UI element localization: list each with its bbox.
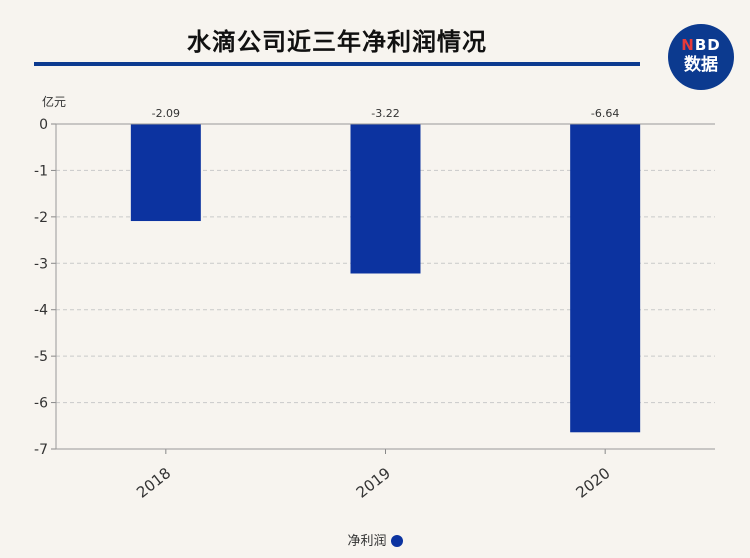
chart-title: 水滴公司近三年净利润情况: [187, 28, 487, 56]
y-tick-label: -4: [34, 303, 48, 319]
y-tick-label: -2: [34, 210, 48, 226]
x-tick-label: 2020: [572, 464, 613, 502]
y-tick-label: -3: [34, 256, 48, 272]
y-tick-label: -6: [34, 396, 48, 412]
bar-2019: [350, 124, 421, 274]
x-tick-label: 2019: [353, 464, 394, 502]
legend-label: 净利润: [347, 534, 387, 549]
y-tick-label: -7: [34, 442, 48, 458]
logo-line2: 数据: [684, 55, 718, 75]
nbd-logo: NBD 数据: [668, 24, 734, 90]
title-underline: [34, 62, 640, 66]
labels: 0 -1 -2 -3 -4 -5 -6 -7 亿元 -2.09 2018 -3.22 2019 -6.64…: [34, 94, 619, 502]
y-axis-unit: 亿元: [42, 94, 66, 109]
y-tick-label: -5: [34, 349, 48, 365]
data-label: -2.09: [152, 107, 180, 120]
bars: [130, 124, 641, 433]
axes: [51, 123, 715, 454]
y-tick-label: 0: [39, 117, 48, 133]
legend-dot: [390, 535, 403, 547]
y-tick-label: -1: [34, 163, 48, 179]
bar-2018: [130, 124, 201, 222]
logo-line1: NBD: [681, 36, 721, 54]
data-label: -6.64: [591, 107, 619, 120]
data-label: -3.22: [371, 107, 399, 120]
bar-2020: [570, 124, 641, 433]
legend: 净利润: [0, 530, 750, 549]
x-tick-label: 2018: [133, 464, 174, 502]
